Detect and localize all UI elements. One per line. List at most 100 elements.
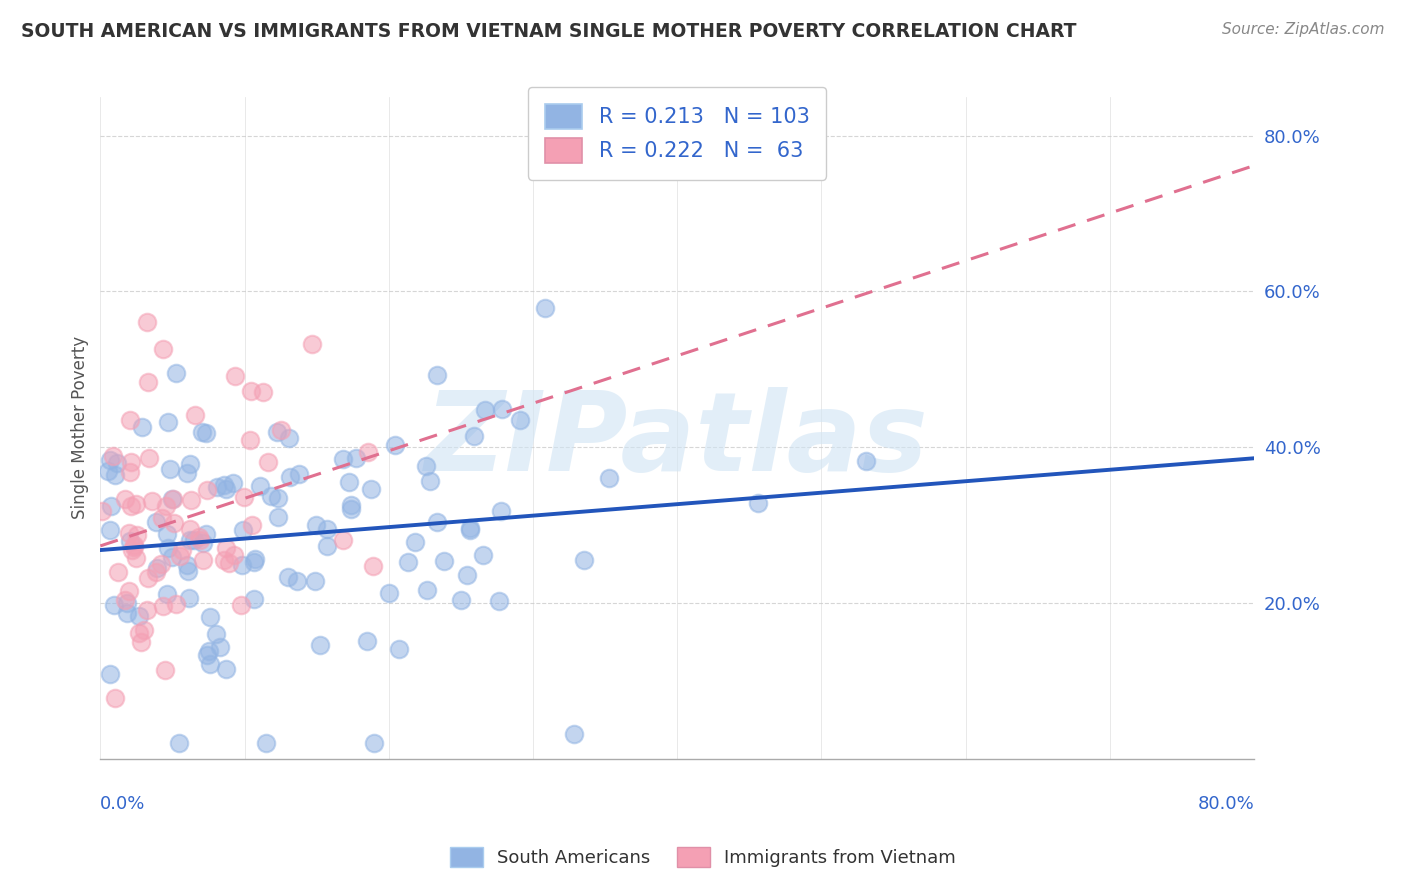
Point	[179, 522, 201, 536]
Point	[136, 315, 159, 329]
Point	[124, 538, 146, 552]
Point	[152, 342, 174, 356]
Point	[198, 657, 221, 671]
Point	[100, 453, 122, 467]
Point	[163, 516, 186, 530]
Point	[136, 376, 159, 390]
Point	[308, 639, 330, 653]
Point	[205, 480, 228, 494]
Point	[122, 540, 145, 554]
Point	[240, 518, 263, 533]
Point	[162, 491, 184, 506]
Point	[534, 301, 557, 316]
Point	[231, 558, 253, 572]
Point	[131, 420, 153, 434]
Point	[562, 727, 585, 741]
Point	[363, 736, 385, 750]
Point	[135, 602, 157, 616]
Point	[91, 504, 114, 518]
Point	[115, 596, 138, 610]
Point	[183, 533, 205, 548]
Point	[278, 470, 301, 484]
Point	[266, 425, 288, 440]
Point	[120, 533, 142, 548]
Point	[120, 455, 142, 469]
Point	[277, 570, 299, 584]
Point	[132, 623, 155, 637]
Point	[242, 555, 264, 569]
Point	[218, 556, 240, 570]
Point	[120, 465, 142, 479]
Text: SOUTH AMERICAN VS IMMIGRANTS FROM VIETNAM SINGLE MOTHER POVERTY CORRELATION CHAR: SOUTH AMERICAN VS IMMIGRANTS FROM VIETNA…	[21, 22, 1077, 41]
Point	[194, 527, 217, 541]
Point	[233, 490, 256, 504]
Point	[156, 587, 179, 601]
Point	[332, 533, 354, 548]
Point	[360, 483, 382, 497]
Point	[426, 515, 449, 529]
Point	[104, 690, 127, 705]
Point	[301, 337, 323, 351]
Point	[191, 535, 214, 549]
Point	[249, 479, 271, 493]
Point	[404, 535, 426, 549]
Point	[855, 454, 877, 468]
Point	[340, 501, 363, 516]
Point	[361, 559, 384, 574]
Point	[193, 553, 215, 567]
Point	[125, 550, 148, 565]
Point	[195, 483, 218, 497]
Point	[156, 416, 179, 430]
Point	[215, 662, 238, 676]
Point	[120, 499, 142, 513]
Point	[120, 412, 142, 426]
Point	[179, 533, 201, 547]
Point	[267, 509, 290, 524]
Point	[118, 526, 141, 541]
Point	[155, 663, 177, 677]
Point	[316, 539, 339, 553]
Point	[152, 599, 174, 614]
Point	[332, 452, 354, 467]
Text: 80.0%: 80.0%	[1198, 795, 1254, 814]
Point	[344, 450, 367, 465]
Point	[229, 598, 252, 612]
Legend: R = 0.213   N = 103, R = 0.222   N =  63: R = 0.213 N = 103, R = 0.222 N = 63	[529, 87, 827, 179]
Point	[121, 543, 143, 558]
Point	[339, 475, 361, 490]
Point	[356, 633, 378, 648]
Point	[160, 492, 183, 507]
Point	[118, 584, 141, 599]
Point	[212, 553, 235, 567]
Point	[419, 475, 441, 489]
Point	[488, 594, 510, 608]
Legend: South Americans, Immigrants from Vietnam: South Americans, Immigrants from Vietnam	[443, 839, 963, 874]
Point	[150, 511, 173, 525]
Point	[128, 609, 150, 624]
Point	[179, 458, 201, 472]
Point	[243, 591, 266, 606]
Point	[114, 592, 136, 607]
Point	[339, 498, 361, 512]
Point	[162, 550, 184, 565]
Point	[747, 496, 769, 510]
Point	[188, 533, 211, 547]
Point	[270, 423, 292, 437]
Point	[156, 527, 179, 541]
Text: Source: ZipAtlas.com: Source: ZipAtlas.com	[1222, 22, 1385, 37]
Point	[474, 402, 496, 417]
Point	[165, 597, 187, 611]
Point	[491, 402, 513, 417]
Point	[471, 548, 494, 562]
Point	[103, 598, 125, 612]
Point	[115, 607, 138, 621]
Point	[239, 433, 262, 447]
Point	[98, 523, 121, 537]
Point	[215, 541, 238, 556]
Point	[176, 466, 198, 480]
Point	[433, 554, 456, 568]
Point	[187, 530, 209, 544]
Text: 0.0%: 0.0%	[100, 795, 146, 814]
Point	[183, 408, 205, 422]
Point	[254, 736, 277, 750]
